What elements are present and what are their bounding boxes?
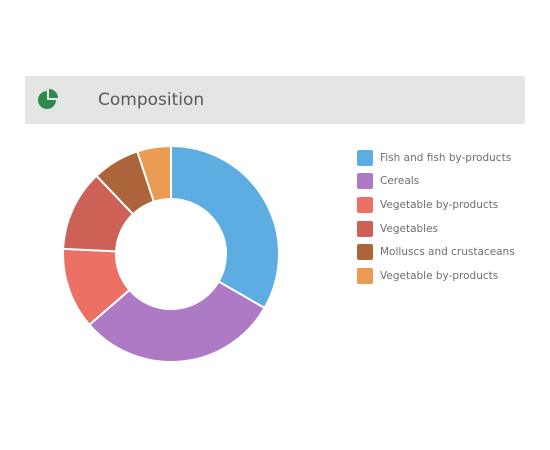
legend-item[interactable]: Fish and fish by-products xyxy=(357,146,515,170)
pie-chart-icon xyxy=(38,89,58,109)
legend-swatch xyxy=(357,220,373,237)
chart-legend: Fish and fish by-products Cereals Vegetabl… xyxy=(357,146,515,288)
legend-label: Molluscs and crustaceans xyxy=(380,246,515,259)
legend-swatch xyxy=(357,196,373,213)
donut-slice-5[interactable] xyxy=(136,144,172,204)
legend-item[interactable]: Vegetable by-products xyxy=(357,264,515,288)
legend-swatch xyxy=(357,149,373,166)
legend-label: Fish and fish by-products xyxy=(380,151,512,164)
legend-label: Vegetables xyxy=(380,222,439,235)
donut-slice-1[interactable] xyxy=(87,280,266,363)
legend-swatch xyxy=(357,267,373,284)
legend-swatch xyxy=(357,173,373,190)
legend-label: Vegetable by-products xyxy=(380,198,499,211)
legend-swatch xyxy=(357,244,373,261)
panel-header: Composition xyxy=(25,76,525,124)
panel-title: Composition xyxy=(98,90,205,110)
legend-label: Vegetable by-products xyxy=(380,269,499,282)
legend-item[interactable]: Vegetables xyxy=(357,217,515,241)
legend-item[interactable]: Cereals xyxy=(357,170,515,194)
donut-slice-0[interactable] xyxy=(170,144,280,310)
legend-item[interactable]: Vegetable by-products xyxy=(357,193,515,217)
legend-item[interactable]: Molluscs and crustaceans xyxy=(357,240,515,264)
legend-label: Cereals xyxy=(380,175,420,188)
